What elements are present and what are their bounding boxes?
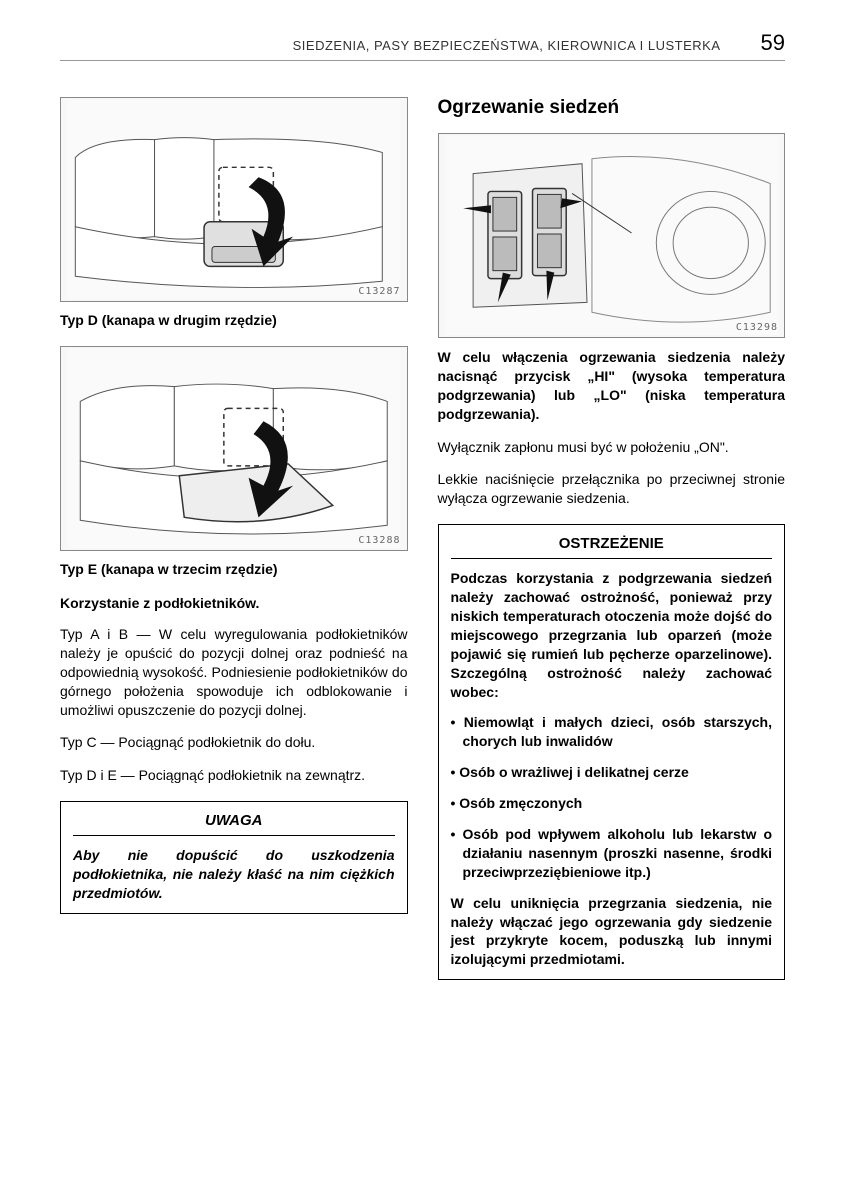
heating-instruction: W celu włączenia ogrzewania siedzenia na…	[438, 348, 786, 424]
warning-item: Osób pod wpływem alkoholu lub lekarstw o…	[451, 825, 773, 882]
content-columns: C13287 Typ D (kanapa w drugim rzędzie) C…	[60, 97, 785, 980]
note-box: UWAGA Aby nie dopuścić do uszkodzenia po…	[60, 801, 408, 914]
armrest-subhead: Korzystanie z podłokietników.	[60, 595, 408, 611]
figure-code: C13287	[358, 286, 400, 297]
seat-heating-title: Ogrzewanie siedzeń	[438, 97, 786, 119]
figure-seat-heating: C13298	[438, 133, 786, 338]
warning-item: Osób zmęczonych	[451, 794, 773, 813]
warning-outro: W celu uniknięcia przegrzania siedzenia,…	[451, 894, 773, 970]
note-body: Aby nie dopuścić do uszkodzenia podłokie…	[73, 846, 395, 903]
ignition-note: Wyłącznik zapłonu musi być w położeniu „…	[438, 438, 786, 457]
caption-type-e: Typ E (kanapa w trzecim rzędzie)	[60, 561, 408, 577]
page-number: 59	[761, 30, 785, 56]
caption-type-d: Typ D (kanapa w drugim rzędzie)	[60, 312, 408, 328]
warning-box: OSTRZEŻENIE Podczas korzystania z podgrz…	[438, 524, 786, 980]
warning-body: Podczas korzystania z podgrzewania siedz…	[451, 569, 773, 969]
warning-list: Niemowląt i małych dzieci, osób starszyc…	[451, 713, 773, 881]
page-header: SIEDZENIA, PASY BEZPIECZEŃSTWA, KIEROWNI…	[60, 30, 785, 61]
warning-title: OSTRZEŻENIE	[451, 535, 773, 559]
figure-type-e: C13288	[60, 346, 408, 551]
figure-code: C13298	[736, 322, 778, 333]
warning-item: Niemowląt i małych dzieci, osób starszyc…	[451, 713, 773, 751]
switch-off-note: Lekkie naciśnięcie przełącznika po przec…	[438, 470, 786, 508]
figure-code: C13288	[358, 535, 400, 546]
heating-switches-illustration	[439, 134, 785, 337]
armrest-d-illustration	[61, 98, 407, 301]
para-type-de: Typ D i E — Pociągnąć podłokietnik na ze…	[60, 766, 408, 785]
para-type-ab: Typ A i B — W celu wyregulowania podłoki…	[60, 625, 408, 719]
warning-intro: Podczas korzystania z podgrzewania siedz…	[451, 569, 773, 701]
right-column: Ogrzewanie siedzeń C13298	[438, 97, 786, 980]
para-type-c: Typ C — Pociągnąć podłokietnik do dołu.	[60, 733, 408, 752]
armrest-e-illustration	[61, 347, 407, 550]
chapter-title: SIEDZENIA, PASY BEZPIECZEŃSTWA, KIEROWNI…	[293, 38, 721, 53]
figure-type-d: C13287	[60, 97, 408, 302]
warning-item: Osób o wrażliwej i delikatnej cerze	[451, 763, 773, 782]
note-title: UWAGA	[73, 812, 395, 836]
left-column: C13287 Typ D (kanapa w drugim rzędzie) C…	[60, 97, 408, 980]
